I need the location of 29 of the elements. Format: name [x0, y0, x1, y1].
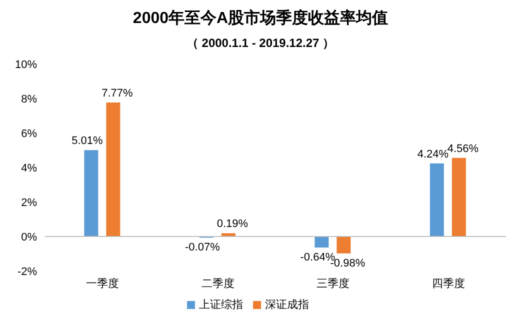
chart-subtitle: （ 2000.1.1 - 2019.12.27 ） [185, 35, 336, 52]
x-tick-label: 一季度 [86, 276, 120, 290]
data-label: 4.56% [447, 142, 479, 155]
legend-label: 上证综指 [199, 299, 243, 311]
bar [221, 233, 236, 236]
data-label: 5.01% [72, 135, 103, 148]
bar [84, 150, 98, 236]
bar [106, 102, 120, 236]
y-tick-label: -2% [17, 266, 38, 278]
bar [336, 236, 351, 254]
legend-label: 深证成指 [265, 299, 309, 311]
y-tick-label: 2% [21, 196, 38, 209]
x-tick-label: 三季度 [316, 276, 350, 290]
data-label: 4.24% [417, 148, 449, 160]
data-label: -0.07% [185, 242, 220, 254]
bar [430, 163, 444, 236]
y-tick-label: 6% [21, 128, 38, 140]
data-label: 7.77% [102, 87, 133, 100]
chart-title: 2000年至今A股市场季度收益率均值 [132, 8, 390, 29]
y-tick-label: 0% [21, 231, 38, 244]
bar [314, 236, 329, 248]
data-label: 0.19% [216, 218, 248, 230]
x-tick-label: 四季度 [432, 276, 465, 290]
data-label: -0.98% [330, 257, 366, 270]
y-tick-label: 4% [21, 162, 38, 174]
y-tick-label: 8% [21, 93, 38, 106]
bar [452, 158, 466, 236]
x-tick-label: 二季度 [201, 276, 234, 290]
y-tick-label: 10% [14, 58, 38, 71]
